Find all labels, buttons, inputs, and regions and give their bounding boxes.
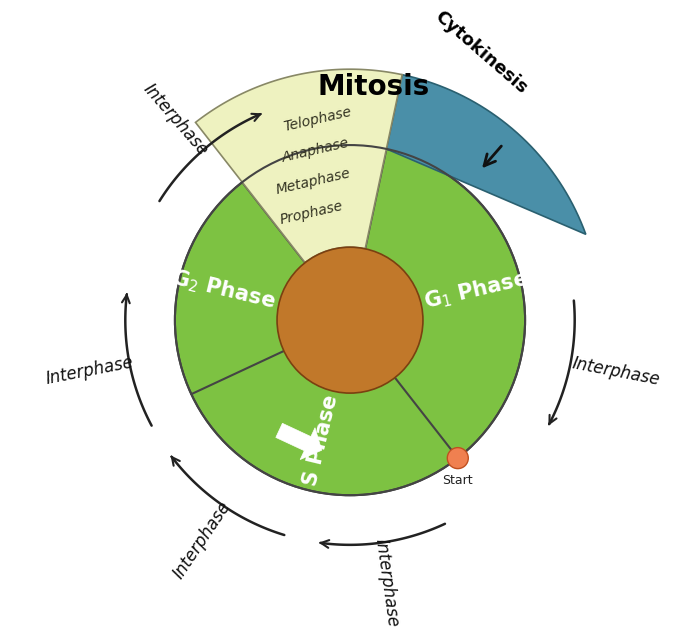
Text: G$_2$ Phase: G$_2$ Phase <box>169 266 278 314</box>
Text: Telophase: Telophase <box>282 105 353 135</box>
Polygon shape <box>195 69 402 263</box>
Text: S Phase: S Phase <box>300 393 342 488</box>
Text: G$_1$ Phase: G$_1$ Phase <box>422 267 531 314</box>
Text: Mitosis: Mitosis <box>317 73 430 102</box>
Polygon shape <box>386 75 586 234</box>
Text: Prophase: Prophase <box>279 199 345 227</box>
Text: Metaphase: Metaphase <box>275 166 352 197</box>
Text: Interphase: Interphase <box>372 538 402 629</box>
Text: Interphase: Interphase <box>44 354 135 388</box>
Text: Interphase: Interphase <box>169 498 234 582</box>
Text: Start: Start <box>442 474 473 488</box>
Text: Interphase: Interphase <box>140 80 212 159</box>
Circle shape <box>277 247 423 393</box>
Text: Cytokinesis: Cytokinesis <box>430 8 531 98</box>
Circle shape <box>447 448 468 469</box>
Text: Interphase: Interphase <box>571 354 662 389</box>
Text: Anaphase: Anaphase <box>281 137 351 165</box>
Circle shape <box>175 145 525 495</box>
